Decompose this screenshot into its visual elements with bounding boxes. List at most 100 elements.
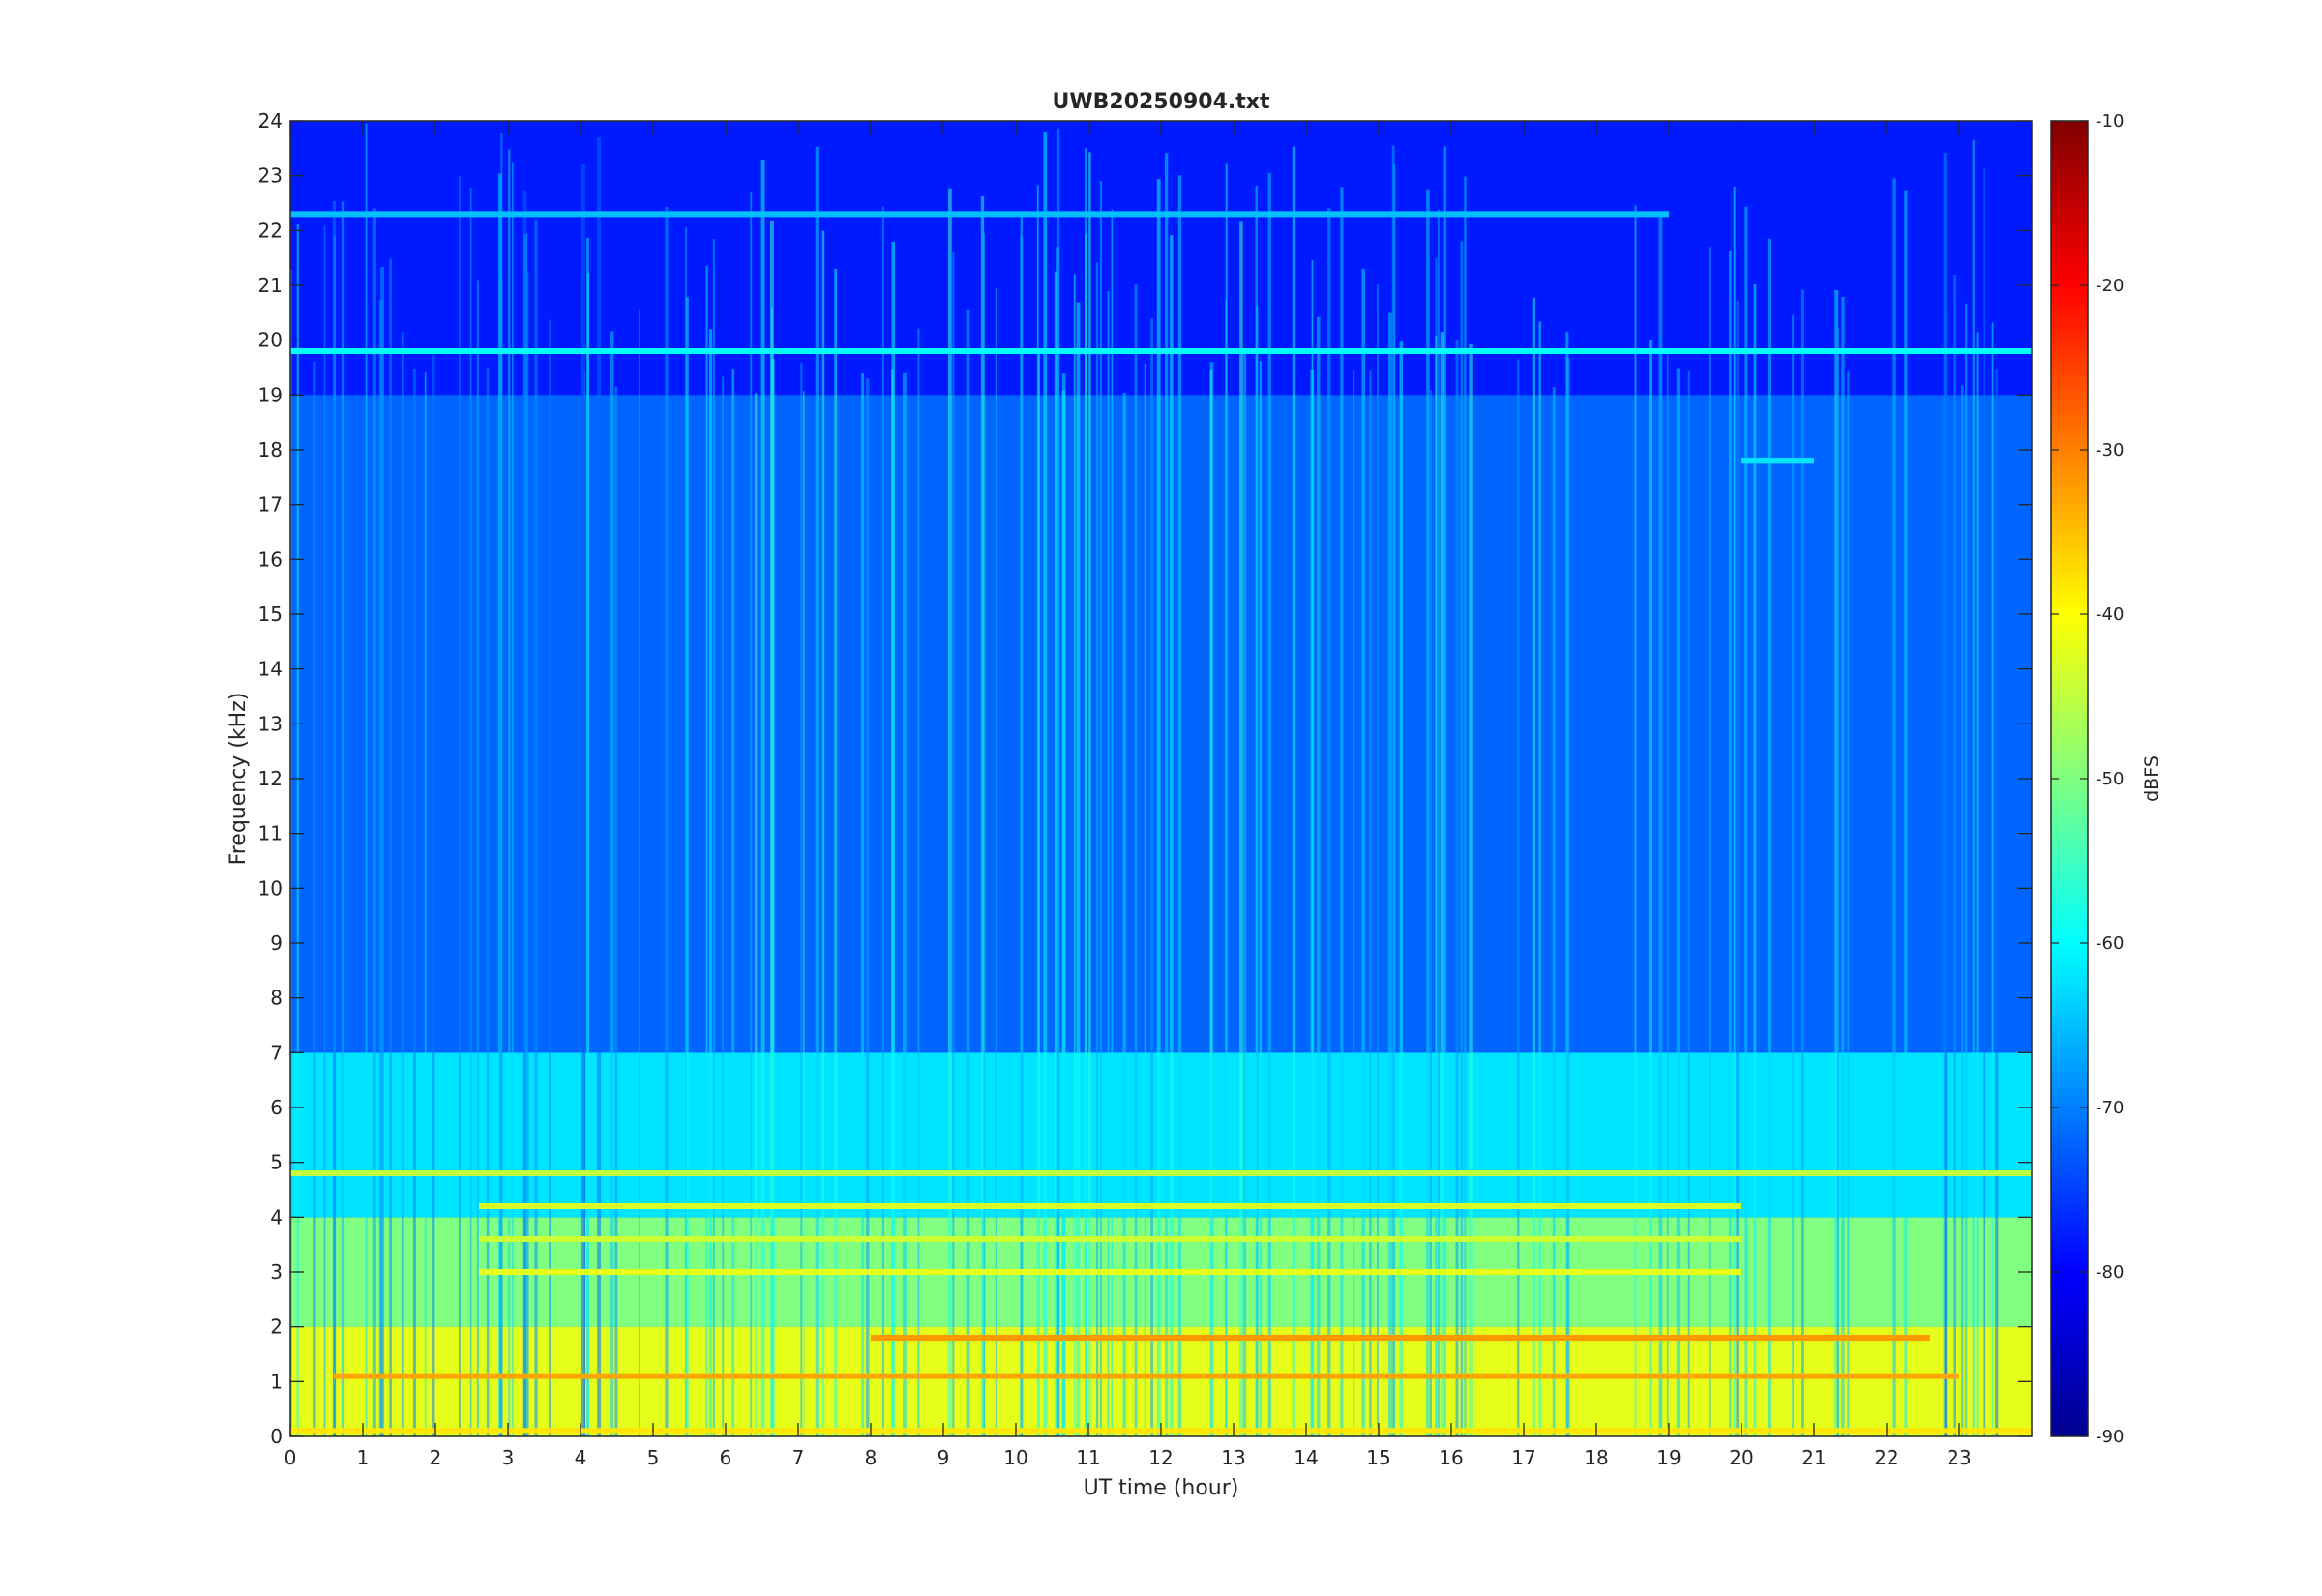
y-tick-label: 10	[258, 876, 283, 900]
colorbar-tick-label: -10	[2096, 111, 2124, 132]
impulse-streak	[1426, 189, 1430, 1436]
y-tick-label: 16	[258, 547, 283, 571]
impulse-streak	[1517, 359, 1520, 1436]
x-tick-label: 23	[1947, 1446, 1971, 1469]
y-tick-label: 12	[258, 767, 283, 790]
y-tick-label: 17	[258, 493, 283, 517]
impulse-streak	[1170, 235, 1174, 1436]
colorbar-tick-label: -30	[2096, 440, 2124, 460]
impulse-streak	[512, 162, 514, 1436]
impulse-streak	[1144, 363, 1146, 1436]
x-tick-label: 19	[1656, 1446, 1681, 1469]
impulse-streak	[1239, 221, 1243, 1436]
impulse-streak	[1156, 179, 1161, 1436]
y-tick-label: 4	[270, 1205, 283, 1228]
impulse-streak	[1038, 348, 1041, 1436]
impulse-streak	[1036, 185, 1039, 1436]
x-tick-label: 7	[792, 1446, 805, 1469]
impulse-streak	[1099, 180, 1102, 1436]
impulse-streak	[1391, 145, 1395, 1436]
impulse-streak	[1043, 132, 1048, 1436]
impulse-streak	[1972, 139, 1975, 1436]
impulse-streak	[432, 354, 435, 1436]
impulse-streak	[834, 268, 838, 1436]
impulse-streak	[1085, 148, 1087, 1436]
y-axis-label: Frequency (kHz)	[226, 693, 251, 866]
impulse-streak	[995, 287, 997, 1436]
y-tick-label: 13	[258, 712, 283, 735]
impulse-streak	[1361, 268, 1366, 1436]
chart-title: UWB20250904.txt	[1053, 90, 1270, 114]
impulse-streak	[1443, 146, 1446, 1436]
impulse-streak	[378, 300, 383, 1436]
impulse-streak	[469, 187, 472, 1436]
x-tick-label: 18	[1584, 1446, 1608, 1469]
impulse-streak	[1020, 236, 1024, 1436]
impulse-streak	[1892, 178, 1896, 1436]
impulse-streak	[815, 146, 819, 1436]
x-axis-ticks: 0 1 2 3 4 5 6 7 8 9 10 11 12 13 14 15 16 17 18 19 20 21 22 23	[284, 121, 1972, 1469]
heatmap-impulse-lines	[290, 123, 1999, 1436]
impulse-streak	[498, 277, 503, 1436]
impulse-streak	[1259, 361, 1263, 1436]
impulse-streak	[1399, 341, 1404, 1436]
impulse-streak	[881, 206, 884, 1436]
impulse-streak	[522, 190, 527, 1436]
impulse-streak	[1095, 262, 1099, 1436]
impulse-streak	[705, 265, 708, 1436]
y-tick-label: 6	[270, 1096, 283, 1119]
impulse-streak	[1150, 318, 1153, 1436]
colorbar-tick-label: -70	[2096, 1098, 2124, 1118]
impulse-streak	[1437, 209, 1440, 1436]
impulse-streak	[712, 239, 715, 1436]
impulse-streak	[1460, 241, 1464, 1436]
impulse-streak	[1111, 209, 1114, 1436]
colorbar-tick-label: -80	[2096, 1262, 2124, 1283]
impulse-streak	[549, 319, 551, 1436]
impulse-streak	[803, 391, 805, 1436]
impulse-streak	[769, 220, 774, 1436]
impulse-streak	[685, 227, 687, 1436]
impulse-streak	[586, 238, 590, 1436]
impulse-streak	[1377, 284, 1379, 1436]
x-tick-label: 17	[1511, 1446, 1535, 1469]
tone-line	[479, 1236, 1742, 1242]
y-tick-label: 0	[270, 1425, 283, 1448]
impulse-streak	[731, 369, 735, 1436]
impulse-streak	[1847, 371, 1850, 1436]
impulse-streak	[580, 163, 585, 1436]
impulse-streak	[1976, 332, 1979, 1436]
tone-line	[334, 1373, 1959, 1379]
colorbar-tick-label: -20	[2096, 276, 2124, 296]
impulse-streak	[1107, 291, 1110, 1436]
x-tick-label: 8	[865, 1446, 878, 1469]
impulse-streak	[1964, 303, 1968, 1436]
tone-line	[1742, 458, 1814, 464]
y-tick-label: 14	[258, 658, 283, 681]
impulse-streak	[1744, 206, 1748, 1436]
impulse-streak	[296, 223, 299, 1436]
impulse-streak	[1267, 172, 1271, 1436]
impulse-streak	[1634, 205, 1637, 1436]
impulse-streak	[1088, 152, 1091, 1436]
impulse-streak	[1836, 327, 1840, 1436]
impulse-streak	[903, 372, 907, 1436]
impulse-streak	[1728, 250, 1732, 1436]
impulse-streak	[1961, 385, 1964, 1436]
impulse-streak	[1429, 390, 1432, 1436]
plot-area	[290, 121, 2032, 1436]
impulse-streak	[458, 175, 461, 1436]
y-tick-label: 24	[258, 109, 283, 133]
impulse-streak	[597, 137, 602, 1436]
impulse-streak	[1255, 185, 1258, 1436]
impulse-streak	[1122, 392, 1126, 1436]
impulse-streak	[1316, 316, 1321, 1436]
impulse-streak	[980, 195, 985, 1436]
y-tick-label: 2	[270, 1315, 283, 1339]
colorbar-ticks: -90 -80 -70 -60 -50 -40 -30 -20 -10	[2051, 111, 2124, 1447]
impulse-streak	[476, 280, 479, 1436]
impulse-streak	[1983, 168, 1986, 1436]
impulse-streak	[424, 371, 427, 1436]
